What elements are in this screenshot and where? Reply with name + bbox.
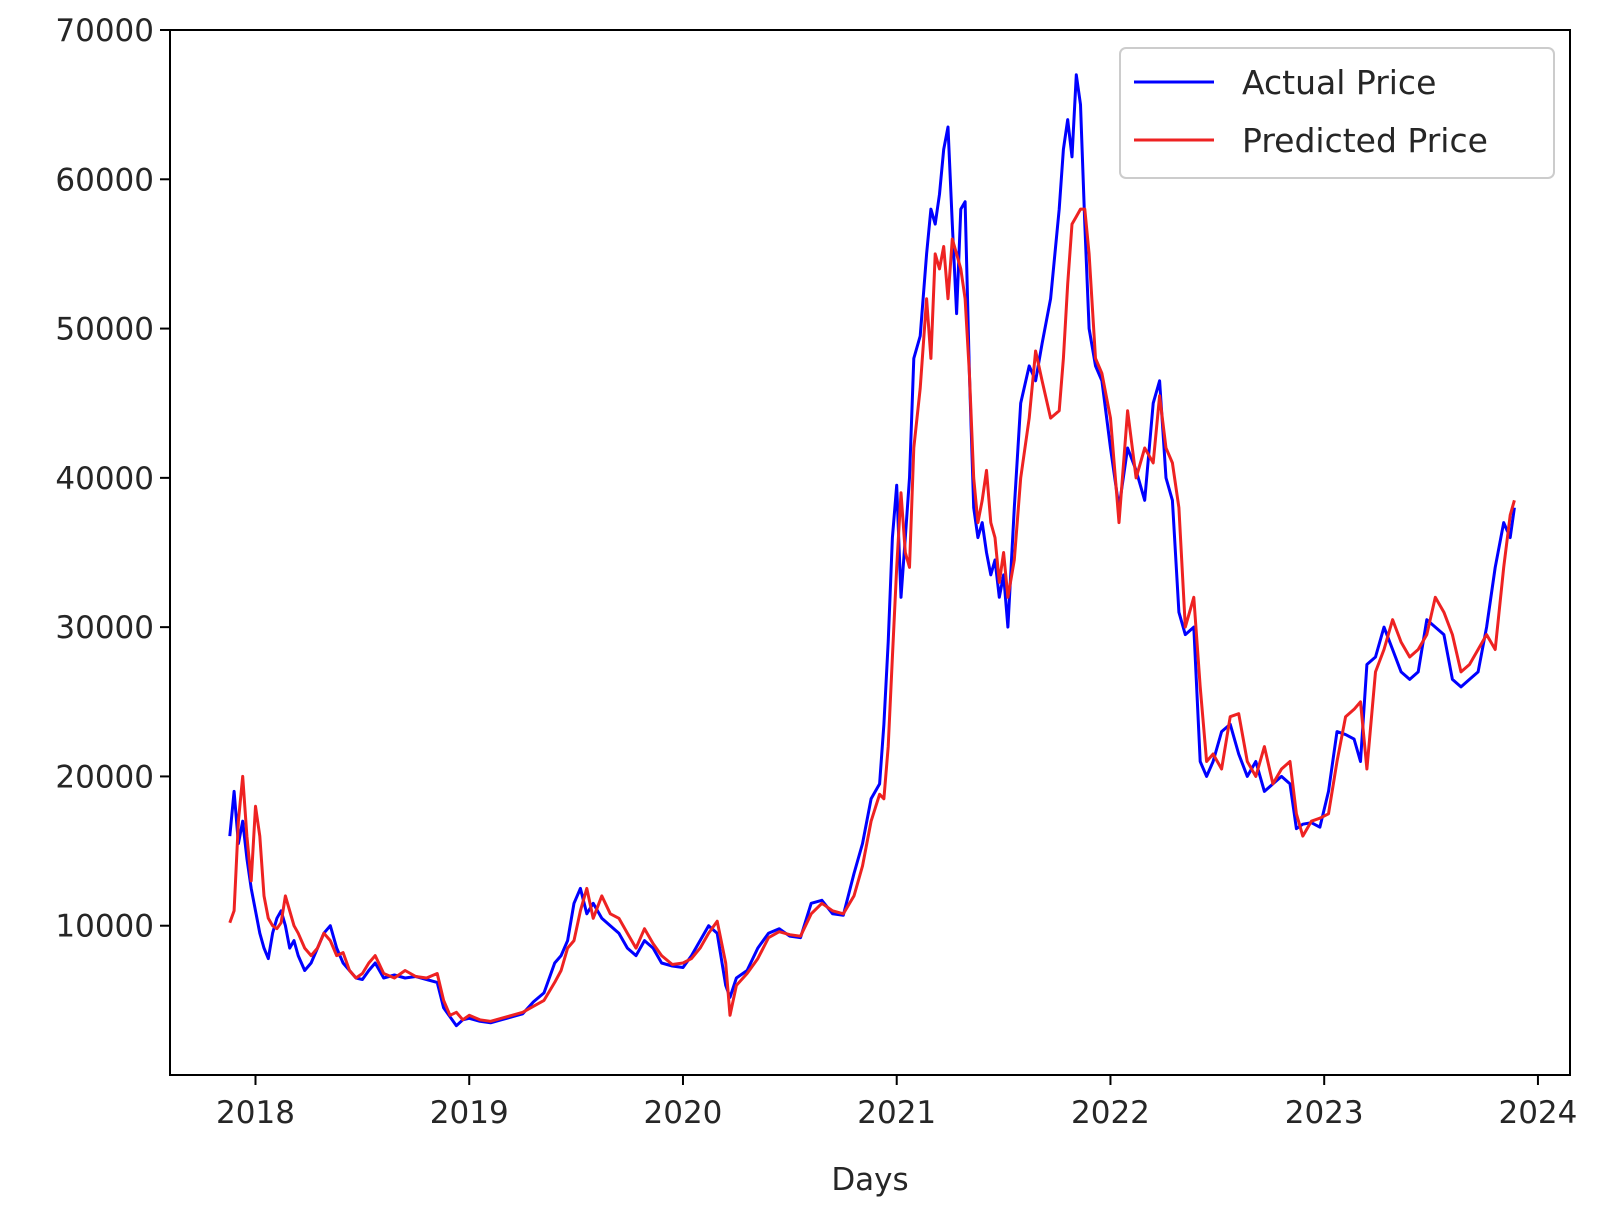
y-tick-label: 50000 <box>55 312 154 348</box>
x-axis-title: Days <box>831 1162 908 1198</box>
x-tick-label: 2019 <box>430 1095 509 1131</box>
series-line-actual-price <box>228 73 1516 1028</box>
x-axis-ticks: 2018 2019 2020 2021 2022 2023 2024 <box>216 1075 1577 1131</box>
x-tick-label: 2023 <box>1285 1095 1364 1131</box>
y-tick-label: 30000 <box>55 610 154 646</box>
legend-label-actual-price: Actual Price <box>1242 63 1436 102</box>
legend-box <box>1119 47 1555 179</box>
x-tick-label: 2022 <box>1071 1095 1150 1131</box>
series-line-predicted-price <box>228 207 1516 1023</box>
y-tick-label: 20000 <box>55 759 154 795</box>
x-tick-label: 2024 <box>1498 1095 1577 1131</box>
x-tick-label: 2020 <box>644 1095 723 1131</box>
legend: Actual Price Predicted Price <box>1119 47 1555 179</box>
series-layer <box>228 73 1516 1028</box>
y-tick-label: 70000 <box>55 13 154 49</box>
y-tick-label: 60000 <box>55 162 154 198</box>
y-tick-label: 40000 <box>55 461 154 497</box>
x-tick-label: 2018 <box>216 1095 295 1131</box>
x-tick-label: 2021 <box>857 1095 936 1131</box>
legend-label-predicted-price: Predicted Price <box>1242 121 1488 160</box>
y-axis-ticks: 10000 20000 30000 40000 50000 60000 70000 <box>55 13 170 945</box>
axes <box>169 29 1571 1076</box>
plot-area-frame <box>169 29 1571 1076</box>
y-tick-label: 10000 <box>55 909 154 945</box>
